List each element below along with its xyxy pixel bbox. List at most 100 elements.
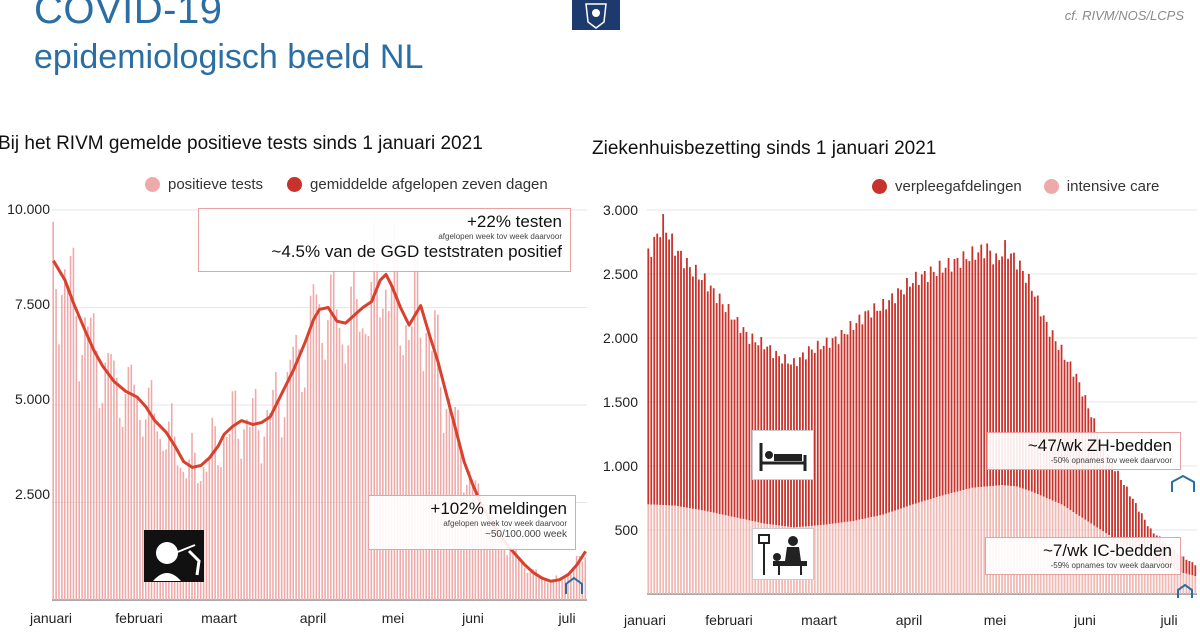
left-test-bar — [393, 221, 396, 600]
left-test-bar — [136, 396, 138, 600]
left-test-bar — [188, 459, 190, 600]
right-xtick-januari: januari — [623, 612, 667, 628]
left-test-bar — [491, 517, 494, 600]
right-ward-bar — [709, 285, 712, 513]
right-ward-bar — [1131, 498, 1134, 550]
right-ic-bar — [861, 519, 864, 594]
right-ward-bar — [1105, 456, 1108, 534]
left-test-bar — [318, 304, 321, 600]
left-test-bar — [208, 458, 211, 600]
government-logo — [572, 0, 620, 30]
left-test-bar — [384, 289, 387, 600]
right-ward-bar — [1182, 556, 1185, 574]
left-test-bar — [283, 417, 286, 600]
right-ic-bar — [977, 487, 980, 594]
right-ic-bar — [689, 508, 691, 594]
left-test-bar — [116, 377, 118, 600]
left-test-bar — [552, 579, 555, 600]
right-ward-bar — [864, 311, 867, 519]
left-test-bar — [509, 549, 511, 600]
right-ic-bar — [962, 490, 965, 594]
left-test-bar — [382, 308, 384, 600]
left-test-bar — [578, 555, 581, 600]
right-ward-bar — [867, 310, 870, 518]
right-ic-bar — [873, 516, 876, 594]
right-ward-bar — [694, 264, 697, 510]
right-ward-bar — [1111, 462, 1113, 538]
right-ward-bar — [923, 270, 926, 501]
right-ward-bar — [992, 264, 995, 486]
right-ward-bar — [1039, 316, 1042, 496]
left-test-bar — [107, 352, 109, 600]
left-test-bar — [249, 427, 251, 600]
left-test-bar — [113, 360, 115, 600]
right-ward-bar — [977, 252, 980, 488]
right-ward-bar — [1036, 295, 1039, 495]
left-test-bar — [292, 346, 295, 600]
left-test-bar — [165, 449, 167, 600]
left-annotation-meldingen: +102% meldingen afgelopen week tov week … — [368, 495, 576, 550]
right-ward-bar — [1108, 456, 1110, 536]
right-ic-bar — [742, 519, 745, 594]
right-ward-bar — [1090, 417, 1093, 524]
annotation-meldingen-main: +102% meldingen — [430, 499, 567, 518]
right-ward-bar — [834, 336, 837, 524]
left-test-bar — [544, 580, 546, 600]
left-test-bar — [55, 289, 57, 600]
right-ic-bar — [727, 515, 730, 594]
right-ic-bar — [662, 505, 665, 594]
left-test-bar — [280, 437, 283, 600]
left-test-bar — [408, 340, 410, 600]
left-test-bar — [410, 326, 413, 600]
left-test-bar — [63, 269, 66, 600]
left-test-bar — [173, 436, 176, 600]
right-ward-bar — [689, 267, 691, 509]
right-ward-bar — [891, 293, 893, 512]
right-ward-bar — [1102, 442, 1105, 532]
right-ic-bar — [929, 499, 932, 594]
left-test-bar — [567, 576, 569, 600]
right-ward-bar — [736, 317, 739, 518]
left-test-bar — [517, 556, 520, 600]
left-test-bar — [572, 567, 575, 600]
right-ward-bar — [995, 253, 998, 486]
right-ward-bar — [1120, 480, 1122, 543]
right-ic-bar — [1146, 557, 1149, 594]
left-test-bar — [416, 257, 419, 600]
left-test-bar — [503, 549, 506, 600]
left-test-bar — [413, 251, 416, 600]
left-test-bar — [269, 413, 271, 600]
right-ward-bar — [920, 274, 923, 502]
left-test-bar — [66, 289, 69, 600]
left-test-bar — [303, 387, 306, 600]
right-ward-bar — [721, 304, 724, 515]
right-ward-bar — [1137, 511, 1140, 553]
left-test-bar — [289, 359, 292, 600]
left-test-bar — [263, 436, 266, 600]
right-ic-bar — [1179, 572, 1182, 594]
right-ward-bar — [983, 258, 986, 487]
left-test-bar — [162, 450, 164, 600]
right-ward-bar — [724, 312, 727, 516]
right-ic-bar — [840, 522, 843, 594]
right-ic-bar — [1170, 568, 1173, 594]
right-ward-bar — [944, 267, 947, 495]
right-ic-bar — [715, 513, 718, 594]
right-ward-bar — [873, 303, 876, 517]
left-ytick-5000: 5.000 — [14, 391, 50, 407]
left-bracket-icon — [565, 576, 583, 594]
right-ward-bar — [816, 340, 819, 526]
right-ward-bar — [1004, 240, 1006, 486]
left-test-bar — [439, 387, 442, 600]
right-ic-bar — [659, 504, 662, 594]
left-test-bar — [390, 281, 393, 600]
left-test-bar — [500, 535, 503, 600]
right-ic-bar — [882, 514, 885, 594]
right-ic-bar — [653, 504, 656, 594]
left-test-bar — [214, 426, 216, 600]
left-test-bar — [251, 398, 254, 600]
left-test-bar — [379, 317, 381, 600]
right-ic-bar — [867, 517, 870, 594]
right-ward-bar — [712, 288, 715, 513]
right-annotation-zh: ~47/wk ZH-bedden -50% opnames tov week d… — [987, 432, 1181, 470]
